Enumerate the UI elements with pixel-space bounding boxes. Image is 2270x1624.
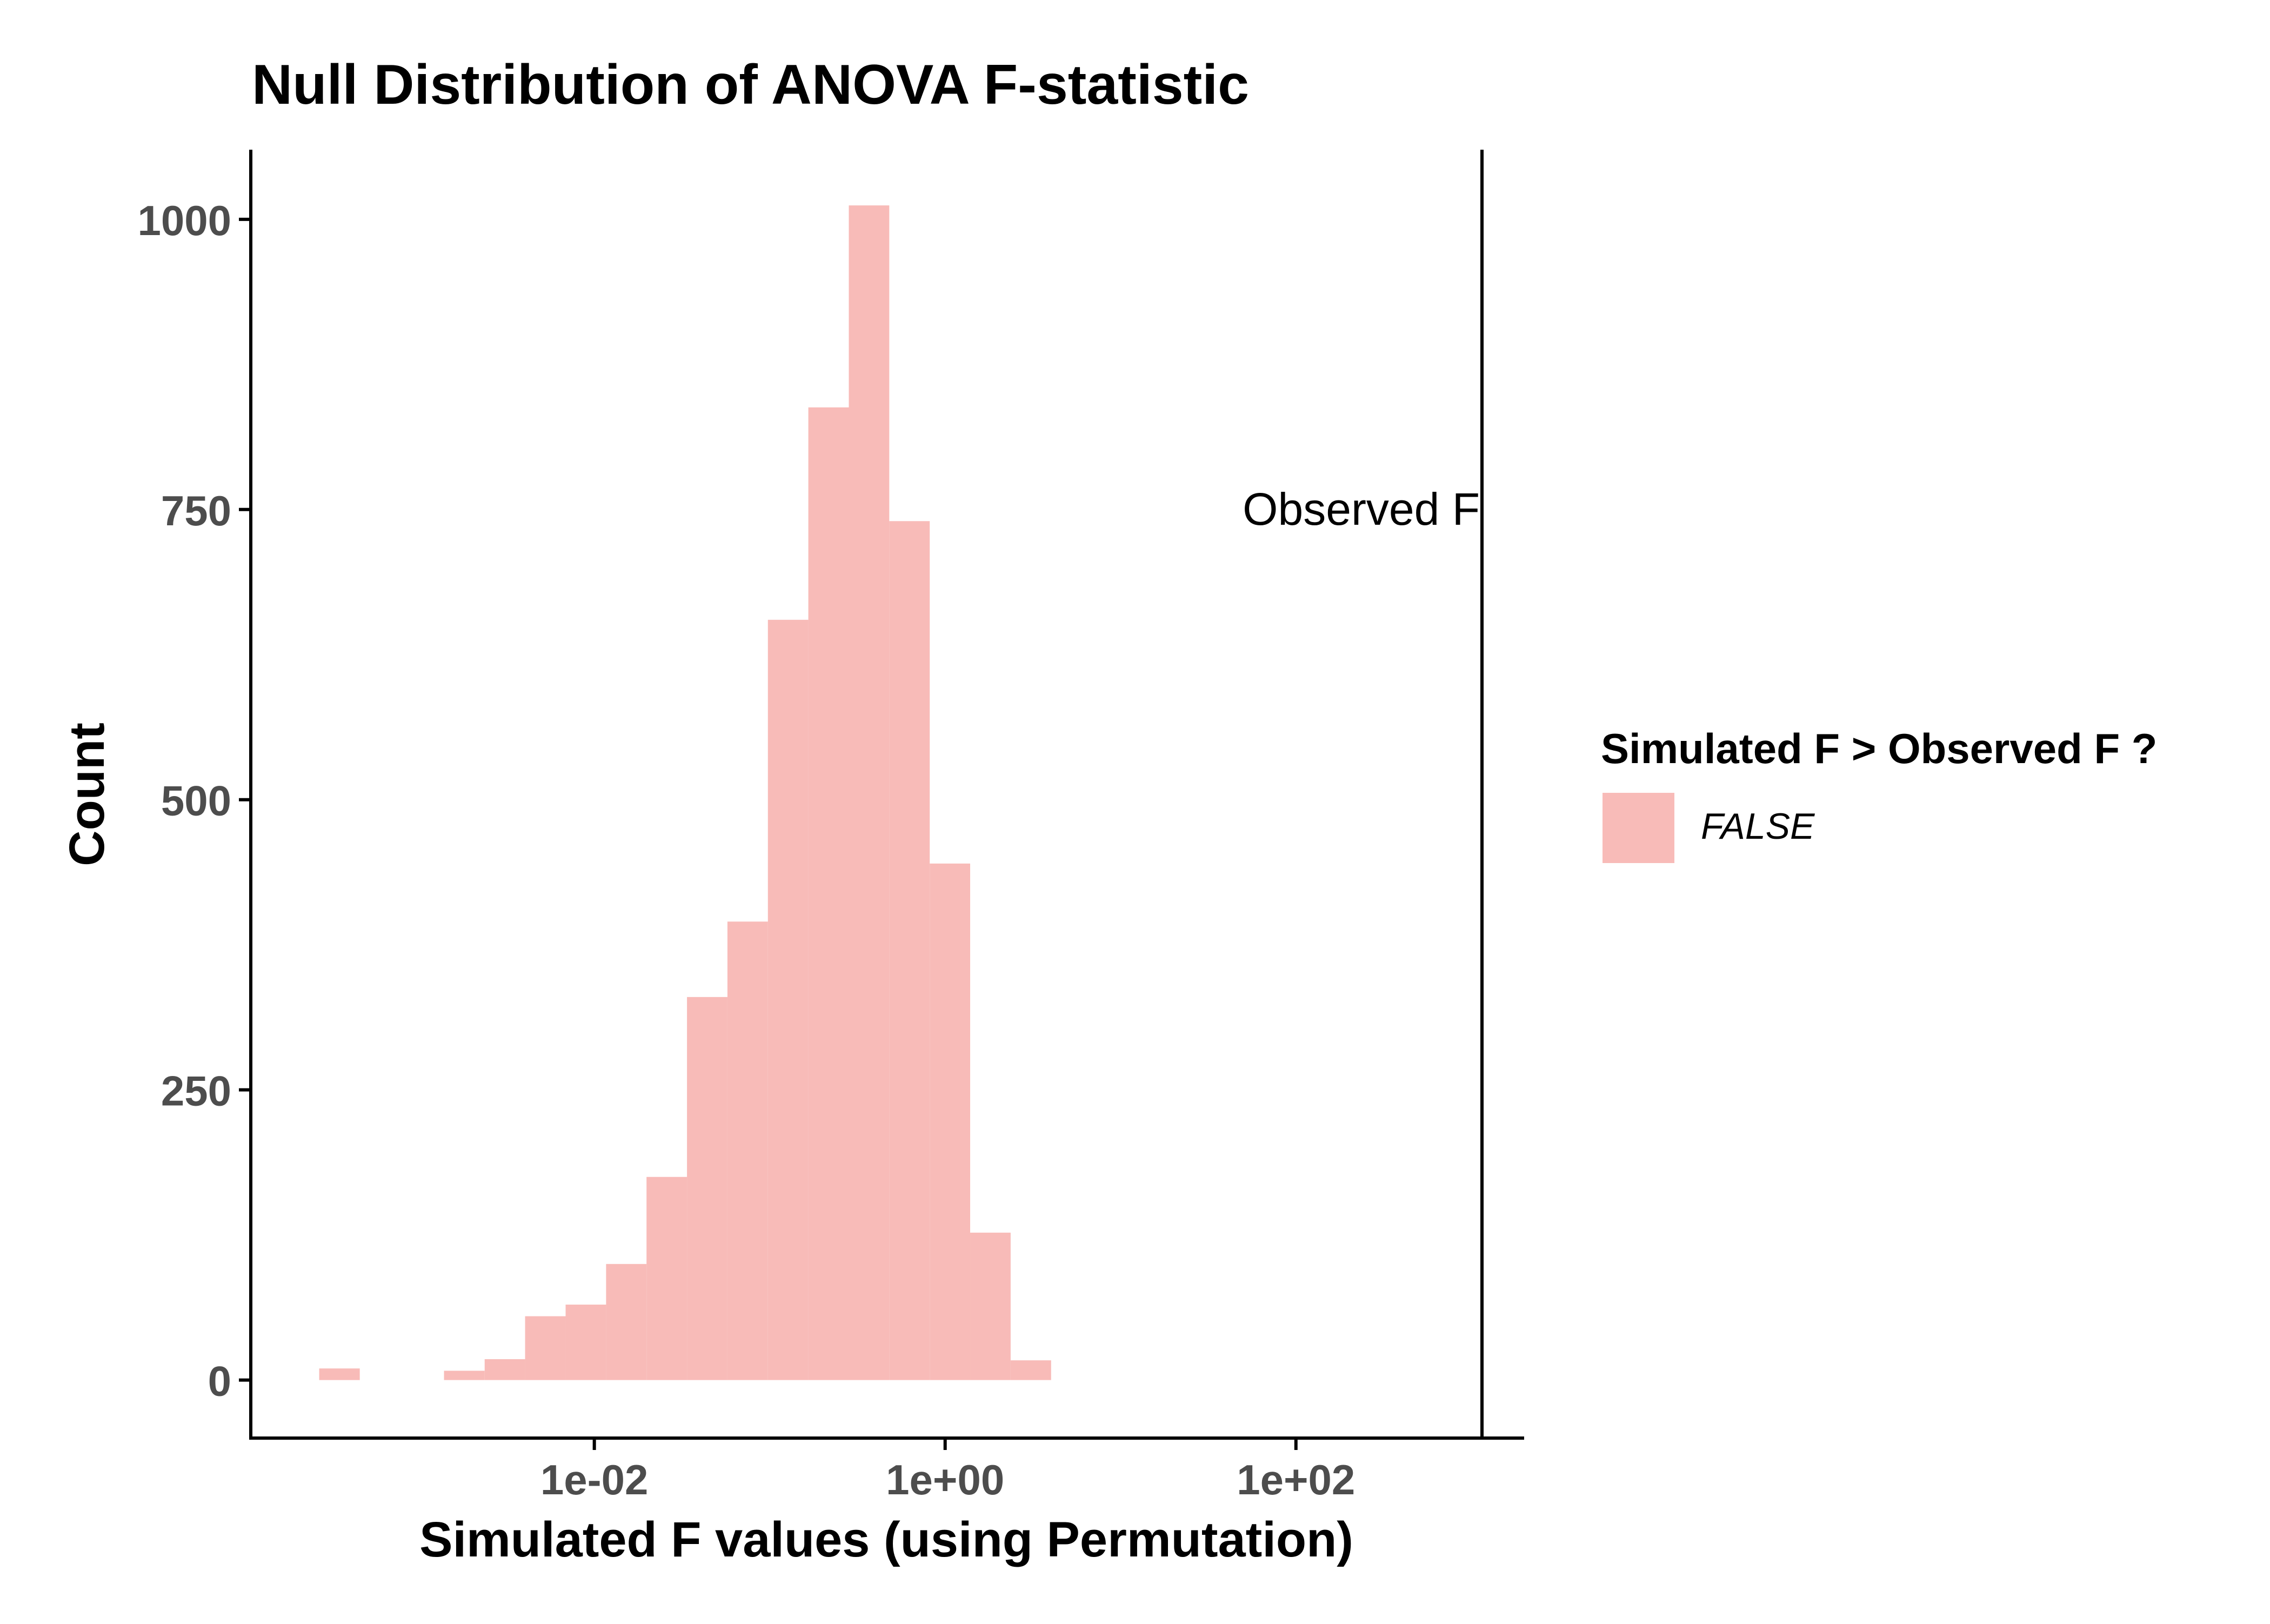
- histogram-bar-13: [930, 863, 971, 1380]
- histogram-bar-2: [484, 1359, 525, 1380]
- observed-f-annotation: Observed F: [1243, 484, 1480, 534]
- y-tick-label-3: 750: [161, 487, 231, 534]
- x-tick-label-1: 1e+00: [886, 1456, 1004, 1503]
- y-tick-label-4: 1000: [137, 197, 231, 244]
- legend-swatch-false: [1603, 793, 1674, 863]
- histogram-bar-4: [565, 1305, 606, 1380]
- y-tick-label-1: 250: [161, 1067, 231, 1115]
- axes-layer: Observed F 0 250 500 750 1000 1e-02 1e+00 1e+02: [137, 150, 1524, 1503]
- histogram-bar-14: [970, 1232, 1011, 1380]
- histogram-bar-10: [808, 407, 849, 1380]
- histogram-bar-5: [606, 1264, 647, 1380]
- histogram-bar-3: [525, 1316, 566, 1380]
- y-tick-label-0: 0: [208, 1358, 231, 1405]
- histogram-bar-0: [319, 1368, 360, 1380]
- y-axis-title: Count: [59, 723, 115, 866]
- histogram-bar-6: [646, 1177, 687, 1380]
- legend-title: Simulated F > Observed F ?: [1601, 725, 2157, 772]
- histogram-bar-15: [1010, 1360, 1051, 1380]
- x-axis-title: Simulated F values (using Permutation): [419, 1512, 1353, 1567]
- chart-title: Null Distribution of ANOVA F-statistic: [252, 54, 1249, 116]
- histogram-bar-7: [687, 997, 727, 1380]
- x-tick-label-0: 1e-02: [540, 1456, 649, 1503]
- histogram-bar-8: [727, 921, 768, 1380]
- histogram-bar-12: [889, 521, 930, 1380]
- legend: Simulated F > Observed F ? FALSE: [1601, 725, 2157, 863]
- histogram-bar-9: [767, 619, 809, 1380]
- histogram-bar-11: [849, 205, 890, 1380]
- legend-label-false: FALSE: [1701, 806, 1815, 847]
- y-tick-label-2: 500: [161, 777, 231, 825]
- x-tick-label-2: 1e+02: [1237, 1456, 1355, 1503]
- histogram-bar-1: [444, 1371, 485, 1380]
- bars-layer: [319, 205, 1051, 1380]
